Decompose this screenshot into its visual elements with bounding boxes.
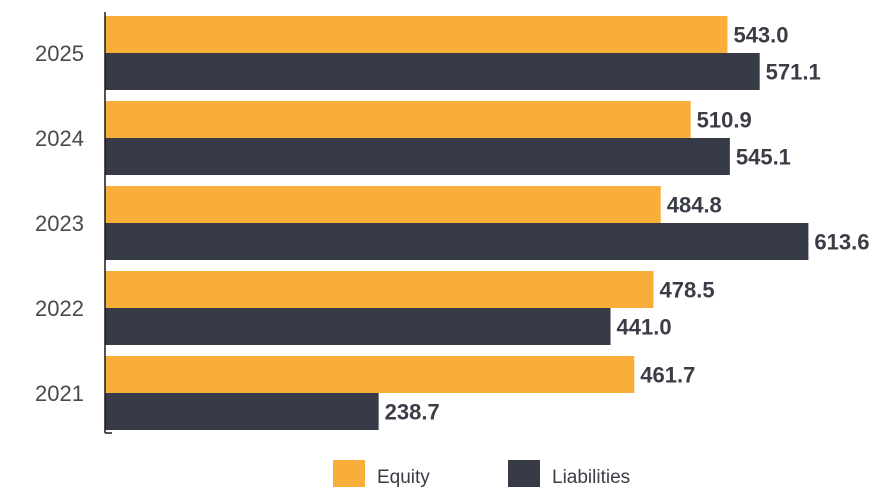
- legend-swatch-liabilities: [508, 460, 540, 487]
- bar-equity-2024: [105, 101, 691, 138]
- bar-liabilities-2023: [105, 223, 809, 260]
- bar-liabilities-2025: [105, 53, 760, 90]
- bar-liabilities-2021: [105, 393, 379, 430]
- category-label-2022: 2022: [35, 296, 84, 321]
- value-label-liabilities-2024: 545.1: [736, 145, 791, 170]
- value-label-equity-2022: 478.5: [660, 278, 715, 303]
- legend-swatch-equity: [333, 460, 365, 487]
- legend-label-equity: Equity: [377, 467, 430, 487]
- category-label-2021: 2021: [35, 381, 84, 406]
- bar-equity-2025: [105, 16, 728, 53]
- value-label-equity-2021: 461.7: [640, 363, 695, 388]
- bar-equity-2021: [105, 356, 635, 393]
- value-label-liabilities-2021: 238.7: [385, 400, 440, 425]
- value-label-liabilities-2025: 571.1: [766, 60, 821, 85]
- category-label-2023: 2023: [35, 211, 84, 236]
- bar-liabilities-2024: [105, 138, 730, 175]
- value-label-equity-2023: 484.8: [667, 193, 722, 218]
- category-label-2025: 2025: [35, 41, 84, 66]
- category-labels-group: 2025 2024 2023 2022 2021: [35, 41, 84, 406]
- value-label-liabilities-2023: 613.6: [814, 230, 869, 255]
- legend-label-liabilities: Liabilities: [552, 467, 630, 487]
- category-label-2024: 2024: [35, 126, 84, 151]
- legend: Equity Liabilities: [333, 460, 630, 487]
- value-label-equity-2024: 510.9: [697, 108, 752, 133]
- bars-group: [105, 16, 809, 430]
- value-labels-group: 543.0 571.1 510.9 545.1 484.8 613.6 478.5 441.0…: [385, 23, 870, 425]
- bar-equity-2023: [105, 186, 661, 223]
- value-label-liabilities-2022: 441.0: [617, 315, 672, 340]
- value-label-equity-2025: 543.0: [733, 23, 788, 48]
- bar-liabilities-2022: [105, 308, 611, 345]
- bar-equity-2022: [105, 271, 654, 308]
